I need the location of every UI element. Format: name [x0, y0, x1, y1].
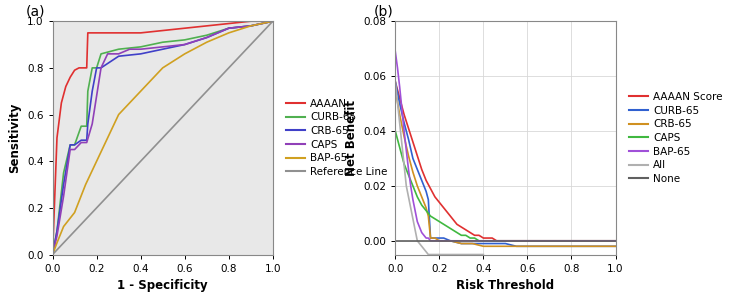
Y-axis label: Net Benefit: Net Benefit — [345, 100, 357, 176]
X-axis label: Risk Threshold: Risk Threshold — [457, 279, 554, 292]
Text: (a): (a) — [26, 5, 46, 19]
X-axis label: 1 - Specificity: 1 - Specificity — [117, 279, 208, 292]
Text: (b): (b) — [373, 5, 393, 19]
Y-axis label: Sensitivity: Sensitivity — [8, 103, 22, 173]
Legend: AAAAN, CURB-65, CRB-65, CAPS, BAP-65, Reference Line: AAAAN, CURB-65, CRB-65, CAPS, BAP-65, Re… — [286, 99, 388, 177]
Legend: AAAAN Score, CURB-65, CRB-65, CAPS, BAP-65, All, None: AAAAN Score, CURB-65, CRB-65, CAPS, BAP-… — [629, 92, 722, 184]
